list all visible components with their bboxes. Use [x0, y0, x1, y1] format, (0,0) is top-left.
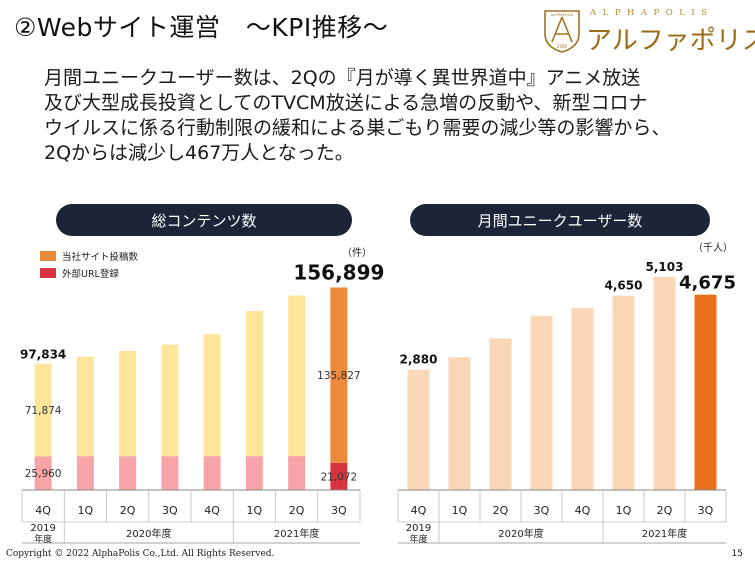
year-group-label: 2019	[406, 523, 431, 534]
x-tick-label: 1Q	[616, 504, 632, 517]
users-value-label: 4,650	[605, 279, 643, 293]
url-bar	[161, 456, 179, 490]
url-value-label: 25,960	[25, 468, 62, 480]
users-value-label: 5,103	[646, 260, 684, 274]
x-tick-label: 4Q	[575, 504, 591, 517]
url-bar	[203, 456, 221, 490]
crest-text-top: ALPHAPOLIS	[551, 13, 574, 17]
summary-text: 月間ユニークユーザー数は、2Qの『月が導く異世界道中』アニメ放送 及び大型成長投…	[44, 66, 744, 166]
site-bar	[119, 350, 137, 457]
alphapolis-logo: ALPHAPOLIS 2000 ALPHAPOLIS アルファポリス	[542, 6, 755, 58]
year-group-label: 2021年度	[642, 527, 687, 540]
users-bar	[653, 276, 676, 490]
users-value-label: 2,880	[400, 353, 438, 367]
url-bar	[245, 456, 263, 490]
year-group-label: 年度	[34, 533, 52, 545]
site-bar	[34, 363, 52, 457]
site-bar	[203, 334, 221, 457]
x-tick-label: 2Q	[657, 504, 673, 517]
x-tick-label: 2Q	[120, 504, 136, 517]
x-tick-label: 3Q	[534, 504, 550, 517]
x-tick-label: 4Q	[411, 504, 427, 517]
summary-line: 2Qからは減少し467万人となった。	[44, 142, 354, 164]
year-group-label: 2020年度	[126, 527, 171, 540]
x-tick-label: 2Q	[289, 504, 305, 517]
summary-line: 月間ユニークユーザー数は、2Qの『月が導く異世界道中』アニメ放送	[44, 67, 641, 89]
url-bar	[76, 456, 94, 490]
crest-icon: ALPHAPOLIS 2000	[544, 10, 580, 53]
site-bar	[330, 287, 348, 463]
url-value-label: 21,072	[321, 471, 358, 483]
page-title: ②Webサイト運営 ～KPI推移～	[14, 13, 389, 42]
users-bar	[612, 295, 635, 490]
users-value-label: 4,675	[679, 273, 736, 294]
x-tick-label: 1Q	[247, 504, 263, 517]
url-bar	[330, 462, 348, 490]
site-value-label: 135,827	[317, 370, 360, 382]
unit-label: （件）	[342, 247, 372, 259]
total-label: 156,899	[293, 260, 384, 284]
url-bar	[119, 456, 137, 490]
users-bar	[407, 369, 430, 490]
year-group-label: 年度	[409, 533, 427, 545]
x-tick-label: 2Q	[493, 504, 509, 517]
site-bar	[161, 344, 179, 457]
year-group-label: 2021年度	[274, 527, 319, 540]
users-bar	[489, 338, 512, 490]
site-value-label: 71,874	[25, 405, 62, 417]
legend-swatch-site	[40, 251, 56, 261]
x-tick-label: 3Q	[698, 504, 714, 517]
users-bar	[448, 357, 471, 490]
site-bar	[245, 311, 263, 457]
url-bar	[288, 456, 306, 490]
summary-line: ウイルスに係る行動制限の緩和による巣ごもり需要の減少等の影響から、	[44, 117, 671, 139]
crest-text-year: 2000	[557, 44, 568, 49]
year-group-label: 2020年度	[498, 527, 543, 540]
summary-line: 及び大型成長投資としてのTVCM放送による急増の反動や、新型コロナ	[44, 92, 648, 114]
users-chart-title: 月間ユニークユーザー数	[410, 204, 710, 236]
x-tick-label: 1Q	[452, 504, 468, 517]
x-tick-label: 4Q	[204, 504, 220, 517]
x-tick-label: 1Q	[78, 504, 94, 517]
unit-label: （千人）	[693, 242, 733, 254]
site-bar	[76, 356, 94, 457]
users-bar	[571, 308, 594, 490]
legend-label-site: 当社サイト投稿数	[62, 251, 139, 263]
page-number: 15	[731, 549, 743, 559]
year-group-label: 2019	[30, 523, 55, 534]
logo-latin: ALPHAPOLIS	[590, 8, 714, 18]
x-tick-label: 3Q	[331, 504, 347, 517]
users-bar	[530, 315, 553, 490]
legend-label-url: 外部URL登録	[62, 268, 119, 280]
legend-swatch-url	[40, 268, 56, 278]
x-tick-label: 3Q	[162, 504, 178, 517]
site-bar	[288, 295, 306, 457]
copyright: Copyright © 2022 AlphaPolis Co.,Ltd. All…	[6, 549, 275, 559]
url-bar	[34, 456, 52, 490]
users-bar	[694, 294, 717, 490]
total-label: 97,834	[20, 348, 66, 362]
x-tick-label: 4Q	[35, 504, 51, 517]
logo-name: アルファポリス	[586, 26, 755, 56]
content-chart-title: 総コンテンツ数	[56, 204, 352, 236]
